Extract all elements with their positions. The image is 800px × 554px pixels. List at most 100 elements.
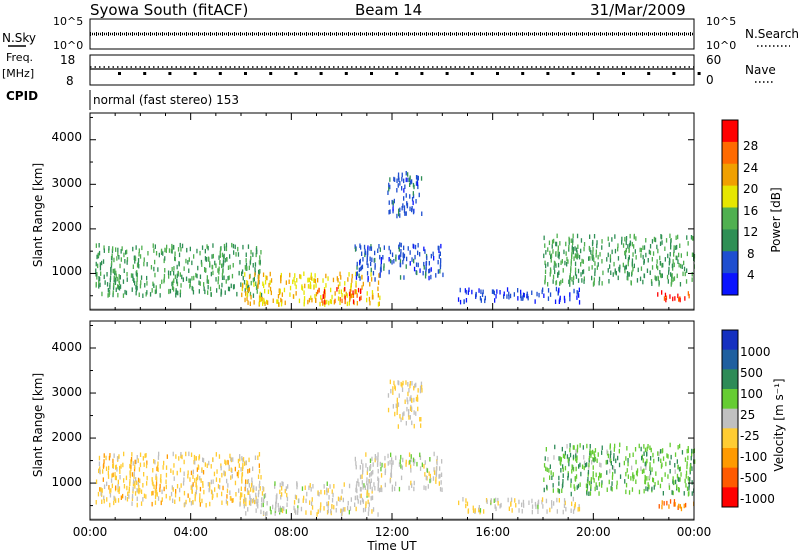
power-cell: [219, 247, 222, 252]
power-cell: [437, 245, 439, 251]
power-cell: [227, 286, 230, 292]
power-cell: [409, 182, 411, 187]
power-cell: [617, 246, 619, 252]
velocity-ytick-4000: 4000: [51, 340, 82, 354]
power-cell: [668, 266, 670, 272]
velocity-cell: [294, 494, 297, 500]
power-cell: [330, 287, 332, 293]
velocity-cell: [364, 485, 366, 490]
power-cell: [416, 270, 418, 276]
power-cell: [568, 244, 570, 250]
power-cell: [424, 249, 426, 254]
power-cell: [400, 242, 402, 248]
velocity-cell: [356, 495, 358, 500]
velocity-cell: [221, 472, 223, 478]
power-cell: [526, 291, 528, 297]
power-cell: [547, 262, 549, 267]
velocity-cell: [198, 465, 200, 470]
power-cell: [143, 261, 145, 267]
power-cell: [247, 288, 249, 293]
power-panel-bg: [90, 113, 694, 310]
velocity-cell: [441, 487, 443, 492]
power-cell: [567, 259, 569, 264]
velocity-cell: [183, 477, 185, 482]
velocity-cell: [390, 452, 392, 458]
velocity-cell: [115, 485, 117, 490]
power-cell: [596, 265, 598, 270]
velocity-cell: [580, 471, 582, 477]
power-cell: [363, 244, 366, 250]
velocity-cell: [242, 457, 245, 462]
power-cell: [294, 281, 296, 286]
power-cell: [344, 299, 346, 305]
power-cell: [352, 290, 354, 295]
power-cell: [122, 293, 125, 298]
velocity-cell: [676, 459, 678, 464]
velocity-cell: [598, 472, 601, 477]
power-cell: [393, 259, 395, 264]
power-cell: [174, 274, 176, 280]
power-cell: [154, 289, 156, 295]
power-cell: [174, 251, 176, 256]
velocity-cell: [157, 467, 159, 472]
power-cell: [370, 261, 372, 267]
power-cell: [146, 290, 148, 295]
velocity-cell: [200, 478, 202, 483]
velocity-cell: [136, 455, 138, 460]
power-cell: [394, 177, 396, 182]
power-cell: [361, 251, 363, 256]
power-cell: [212, 243, 214, 248]
velocity-cell: [575, 449, 577, 454]
power-cell: [566, 256, 568, 262]
velocity-cell: [561, 488, 563, 493]
velocity-cell: [316, 512, 318, 517]
velocity-cell: [228, 464, 230, 470]
power-cell: [560, 260, 562, 265]
velocity-cell: [377, 486, 379, 492]
velocity-cell: [226, 501, 229, 506]
power-cell: [331, 294, 333, 300]
velocity-cell: [165, 465, 168, 470]
velocity-cell: [220, 463, 222, 468]
power-cell: [547, 247, 549, 252]
velocity-cell: [227, 459, 229, 465]
power-cell: [669, 233, 671, 239]
power-cell: [503, 294, 505, 299]
velocity-cell: [117, 498, 120, 503]
power-cell: [260, 297, 262, 302]
velocity-cell: [358, 482, 360, 487]
velocity-cell: [507, 497, 509, 503]
power-cell: [563, 249, 565, 255]
power-cell: [628, 272, 630, 277]
freq-dropout-mark: [546, 72, 550, 75]
power-cell: [580, 272, 582, 277]
velocity-cell: [674, 502, 676, 507]
power-cell: [571, 254, 573, 259]
velocity-cell: [211, 490, 213, 495]
power-cell: [589, 256, 591, 261]
velocity-cell: [371, 471, 373, 476]
velocity-cell: [251, 477, 253, 482]
velocity-cell: [590, 486, 592, 491]
velocity-cell: [556, 509, 558, 514]
power-cell: [608, 279, 610, 284]
velocity-cell: [165, 479, 167, 484]
velocity-cell: [98, 461, 101, 466]
power-cell: [508, 291, 510, 297]
power-cell: [246, 296, 248, 301]
velocity-cell: [429, 478, 431, 484]
power-cell: [115, 247, 117, 252]
velocity-cell: [678, 467, 681, 472]
velocity-cell: [402, 457, 404, 463]
power-cell: [673, 248, 675, 253]
velocity-cbar-label: Velocity [m s⁻¹]: [772, 378, 786, 471]
velocity-cell: [541, 497, 544, 502]
velocity-cell: [318, 492, 320, 497]
power-cell: [138, 248, 140, 253]
power-cell: [95, 243, 97, 248]
nsky-strip: [89, 18, 695, 50]
power-cell: [137, 258, 140, 263]
velocity-cell: [371, 495, 373, 500]
power-cell: [333, 300, 335, 305]
power-cell: [377, 280, 380, 285]
